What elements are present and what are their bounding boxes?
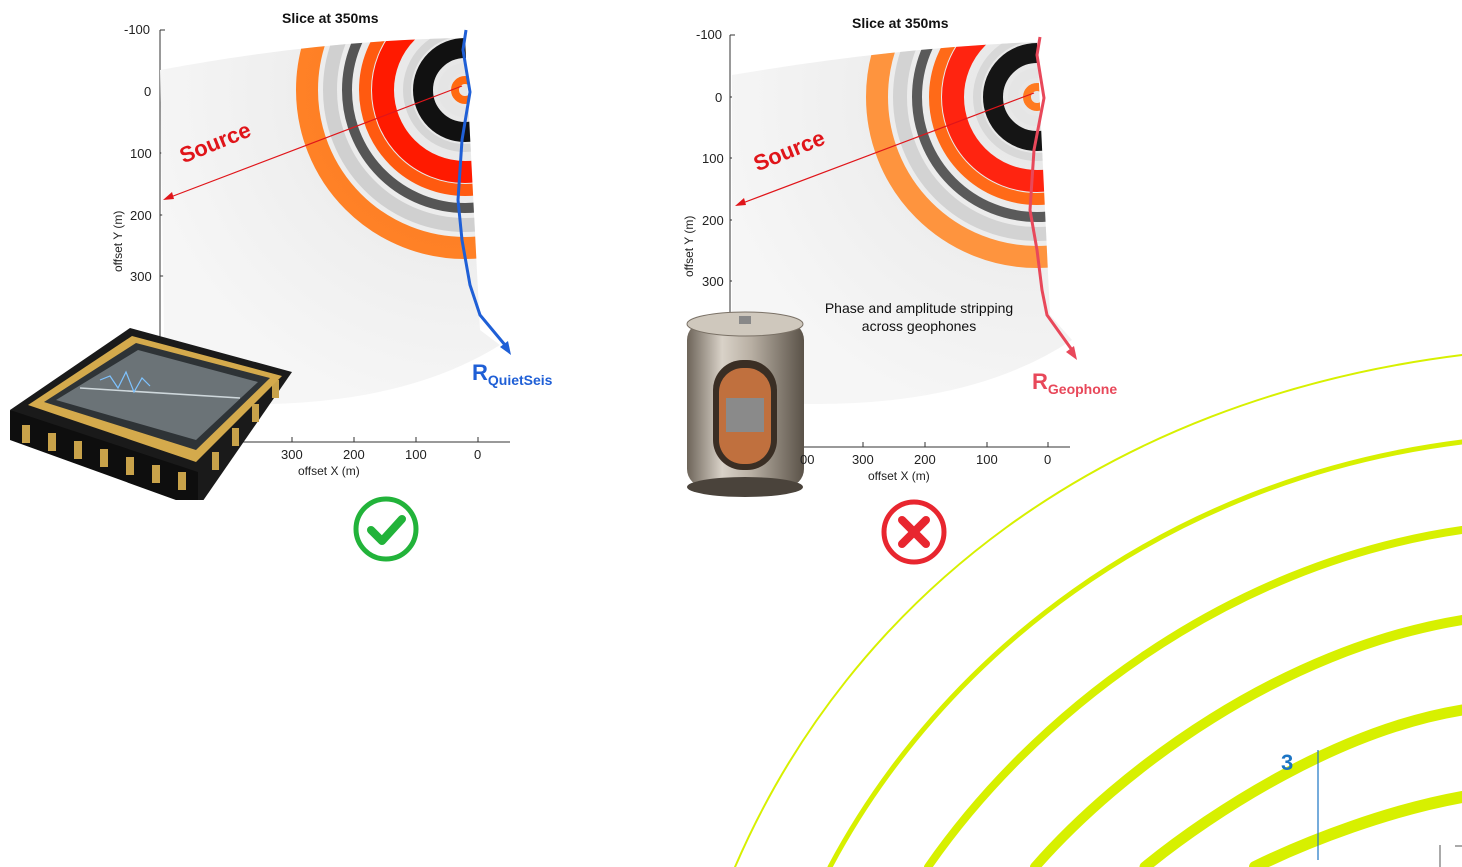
left-y-tick: 0 <box>144 84 152 99</box>
right-y-axis-label: offset Y (m) <box>682 215 696 277</box>
left-x-tick: 200 <box>343 447 365 462</box>
right-y-tick: 0 <box>715 90 723 105</box>
right-slice-plot <box>686 34 1077 497</box>
left-slice-plot <box>10 29 511 500</box>
left-source-arrow <box>167 85 463 199</box>
right-y-tick: 100 <box>702 151 724 166</box>
page-number: 3 <box>1281 750 1294 775</box>
left-y-axis-label: offset Y (m) <box>111 210 125 272</box>
right-y-tick: 200 <box>702 213 724 228</box>
right-x-tick: 0 <box>1044 452 1052 467</box>
right-source-arrow <box>739 92 1035 205</box>
left-x-tick: 0 <box>474 447 482 462</box>
right-x-tick: 100 <box>976 452 998 467</box>
quietseis-chip-image <box>10 328 292 500</box>
right-y-tick: -100 <box>696 27 723 42</box>
left-x-tick: 300 <box>281 447 303 462</box>
right-receiver-label: RGeophone <box>1032 369 1118 397</box>
left-y-tick: -100 <box>124 22 151 37</box>
left-panel: Slice at 350ms -100 0 100 200 300 offset… <box>0 0 640 562</box>
phase-amplitude-note: Phase and amplitude stripping across geo… <box>824 300 1014 334</box>
left-wavefront-image <box>160 38 500 405</box>
left-receiver-label: RQuietSeis <box>472 360 553 388</box>
geophone-image <box>686 311 804 497</box>
right-x-axis-label: offset X (m) <box>868 469 930 483</box>
right-x-tick: 00 <box>800 452 815 467</box>
right-x-tick: 200 <box>914 452 936 467</box>
cross-icon <box>881 499 947 565</box>
left-x-tick: 100 <box>405 447 427 462</box>
left-x-axis-label: offset X (m) <box>298 464 360 478</box>
right-x-tick: 300 <box>852 452 874 467</box>
left-y-tick: 300 <box>130 269 152 284</box>
right-receiver-line <box>1028 36 1074 351</box>
left-y-tick: 200 <box>130 208 152 223</box>
right-panel: Slice at 350ms -100 0 100 200 300 offset… <box>632 0 1192 565</box>
check-icon <box>353 496 419 562</box>
left-receiver-line <box>456 29 507 346</box>
right-plot-title: Slice at 350ms <box>852 15 949 31</box>
right-y-tick: 300 <box>702 274 724 289</box>
left-plot-title: Slice at 350ms <box>282 10 379 26</box>
left-y-tick: 100 <box>130 146 152 161</box>
